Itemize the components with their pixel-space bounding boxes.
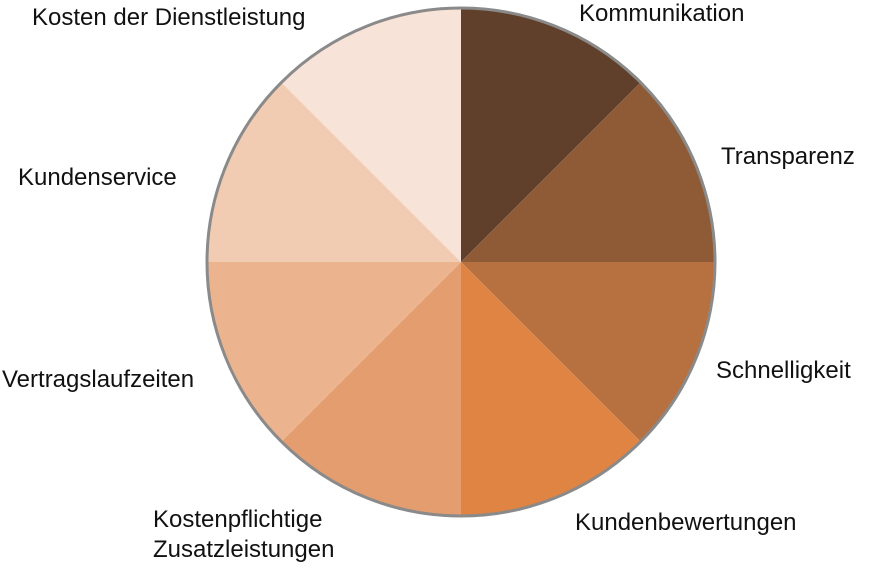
slice-label-4: Kundenbewertungen (575, 509, 797, 536)
pie-slice-5 (281, 262, 461, 516)
pie-slice-1 (461, 8, 641, 262)
slice-label-line: Kostenpflichtige (153, 506, 322, 533)
pie-slice-6 (207, 262, 461, 442)
slice-label-8: Kosten der Dienstleistung (32, 4, 306, 31)
slice-label-line: Schnelligkeit (716, 357, 851, 384)
slice-label-6: Vertragslaufzeiten (2, 366, 194, 393)
slice-label-line: Kundenbewertungen (575, 509, 797, 536)
slice-label-7: Kundenservice (18, 164, 177, 191)
pie-labels: Kommunikation Transparenz Schnelligkeit Kun… (2, 0, 855, 563)
pie-slice-4 (461, 262, 641, 516)
pie-outline (205, 6, 717, 518)
slice-label-line: Kommunikation (579, 0, 744, 27)
pie-slice-2 (461, 82, 715, 263)
slice-label-line: Zusatzleistungen (153, 536, 334, 563)
slice-label-1: Kommunikation (579, 0, 744, 27)
slice-label-line: Kosten der Dienstleistung (32, 4, 306, 31)
slice-label-3: Schnelligkeit (716, 357, 851, 384)
pie-slice-3 (461, 262, 715, 442)
pie-slice-8 (281, 7, 461, 262)
slice-label-line: Vertragslaufzeiten (2, 366, 194, 393)
slice-label-line: Transparenz (721, 143, 855, 170)
slice-label-2: Transparenz (721, 143, 855, 170)
pie-slice-7 (207, 82, 461, 263)
pie-slices (207, 7, 715, 516)
slice-label-line: Kundenservice (18, 164, 177, 191)
slice-label-5: Kostenpflichtige Zusatzleistungen (153, 506, 334, 563)
